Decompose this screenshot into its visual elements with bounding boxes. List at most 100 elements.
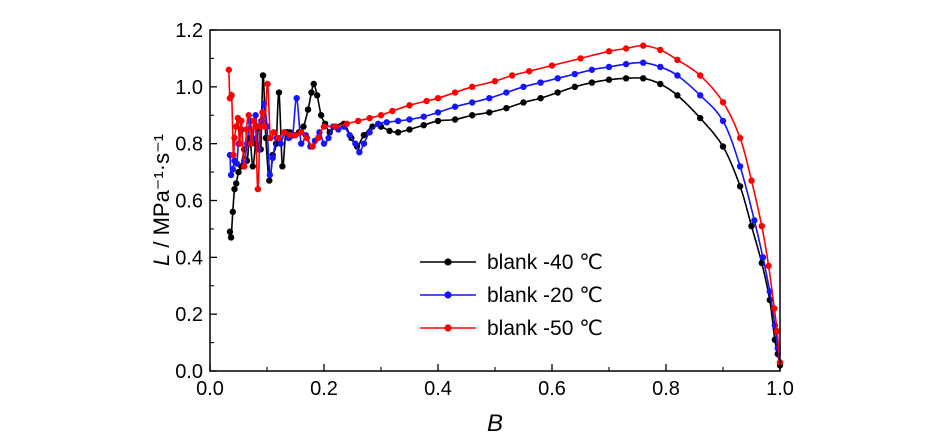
data-point: [233, 160, 240, 167]
x-tick-label: 0.6: [538, 378, 566, 400]
y-tick-label: 0.6: [175, 191, 203, 213]
data-point: [264, 80, 271, 88]
data-point: [269, 154, 276, 162]
data-point: [451, 103, 459, 110]
data-point: [451, 116, 459, 123]
data-point: [503, 89, 510, 96]
legend-item: blank -40 ℃: [420, 251, 603, 274]
data-point: [383, 119, 390, 126]
series-layer: [225, 42, 784, 369]
data-point: [310, 80, 317, 88]
data-point: [369, 123, 376, 130]
data-point: [233, 123, 240, 130]
y-axis-label-symbol: L: [149, 254, 174, 266]
data-point: [366, 129, 373, 136]
data-point: [469, 83, 476, 91]
data-point: [332, 123, 339, 130]
data-point: [420, 113, 427, 120]
data-point: [758, 222, 765, 230]
y-tick-label: 0.2: [175, 304, 203, 326]
series-3: [225, 42, 784, 366]
data-point: [303, 134, 311, 142]
data-point: [605, 76, 613, 83]
data-point: [252, 123, 259, 130]
data-point: [252, 112, 259, 119]
data-point: [389, 107, 396, 115]
data-point: [394, 117, 402, 125]
data-point: [508, 72, 516, 79]
data-point: [279, 163, 286, 170]
data-point: [640, 59, 647, 66]
data-point: [486, 109, 493, 116]
data-point: [352, 140, 359, 147]
data-point: [226, 228, 234, 235]
data-point: [406, 116, 413, 123]
data-point: [486, 95, 493, 102]
data-point: [386, 127, 393, 135]
data-point: [298, 129, 305, 136]
data-point: [309, 143, 316, 150]
y-tick-label: 0.0: [175, 361, 203, 383]
data-point: [736, 163, 744, 170]
data-point: [577, 55, 584, 62]
data-point: [343, 120, 350, 127]
legend-label: blank -20 ℃: [487, 284, 603, 307]
data-point: [520, 99, 527, 106]
data-point: [313, 92, 321, 99]
data-point: [230, 151, 237, 159]
data-point: [238, 117, 245, 125]
x-tick-label: 0.4: [424, 378, 452, 400]
data-point: [751, 217, 758, 224]
x-tick-label: 0.8: [652, 378, 680, 400]
data-point: [434, 109, 442, 116]
data-point: [270, 129, 278, 136]
data-point: [622, 60, 630, 68]
data-point: [719, 143, 727, 150]
legend-marker: [444, 291, 452, 299]
data-point: [719, 98, 727, 106]
data-point: [243, 126, 250, 133]
data-point: [275, 134, 282, 142]
data-point: [300, 123, 307, 130]
data-point: [366, 114, 373, 122]
legend-marker: [444, 324, 452, 332]
data-point: [640, 75, 647, 82]
y-tick-label: 1.2: [175, 20, 203, 42]
data-point: [406, 102, 413, 109]
data-point: [697, 114, 704, 122]
x-tick-label: 0.0: [196, 378, 224, 400]
data-point: [773, 328, 781, 335]
data-point: [469, 99, 476, 106]
y-tick-label: 0.4: [175, 247, 203, 269]
data-point: [640, 42, 647, 49]
data-point: [247, 140, 255, 147]
data-point: [360, 131, 368, 139]
data-point: [355, 117, 362, 125]
data-point: [245, 112, 252, 119]
data-point: [765, 262, 772, 270]
data-point: [520, 83, 527, 91]
data-point: [293, 95, 300, 102]
data-point: [320, 123, 328, 130]
data-point: [736, 183, 744, 190]
data-point: [554, 89, 561, 96]
y-tick-label: 1.0: [175, 77, 203, 99]
data-point: [394, 129, 402, 136]
data-point: [771, 305, 778, 312]
data-point: [229, 208, 236, 216]
data-point: [235, 168, 242, 176]
data-point: [356, 148, 363, 156]
data-point: [451, 89, 459, 96]
data-point: [434, 117, 442, 125]
data-point: [588, 79, 596, 86]
data-point: [759, 254, 767, 261]
data-point: [280, 129, 288, 136]
axis-ticks: 0.0 0.2 0.4 0.6 0.8 1.0 0.0 0.2 0.4 0.6 0.8 1.0 1.2: [175, 20, 794, 400]
data-point: [259, 72, 267, 79]
data-point: [233, 180, 240, 187]
data-point: [526, 68, 533, 75]
data-point: [236, 140, 243, 147]
legend-item: blank -50 ℃: [420, 317, 603, 340]
